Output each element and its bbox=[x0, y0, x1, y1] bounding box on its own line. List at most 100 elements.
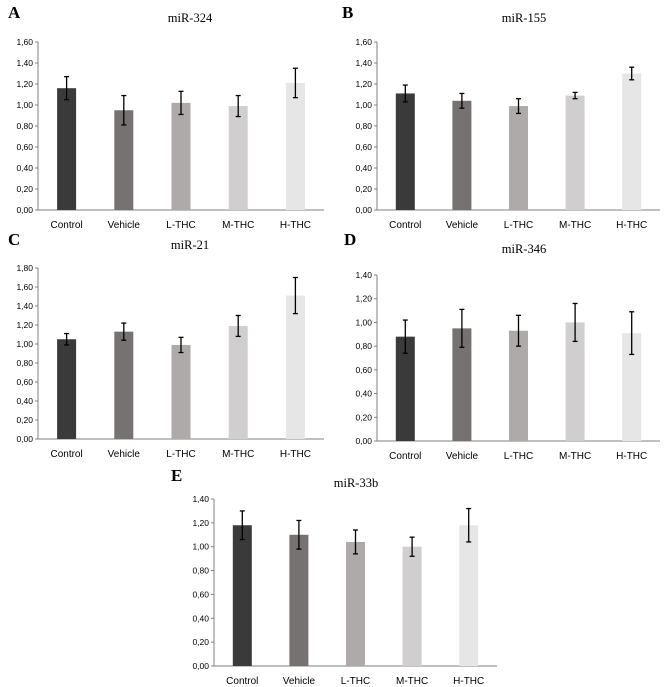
x-tick-label: Vehicle bbox=[108, 220, 141, 231]
y-tick-label: 0,40 bbox=[355, 389, 372, 399]
bar bbox=[114, 110, 134, 210]
y-tick-label: 0,00 bbox=[16, 434, 33, 444]
x-tick-label: H-THC bbox=[616, 451, 647, 462]
bar bbox=[228, 106, 248, 210]
y-tick-label: 1,40 bbox=[16, 301, 33, 311]
y-tick-label: 1,00 bbox=[355, 100, 372, 110]
x-tick-label: Vehicle bbox=[446, 451, 479, 462]
bar bbox=[285, 82, 305, 210]
panel-letter-a: A bbox=[8, 3, 21, 22]
x-tick-label: H-THC bbox=[616, 220, 647, 231]
bar bbox=[509, 106, 528, 210]
y-tick-label: 0,60 bbox=[16, 377, 33, 387]
bar bbox=[452, 100, 472, 210]
chart-title: miR-21 bbox=[171, 238, 209, 252]
y-tick-label: 0,00 bbox=[355, 436, 372, 446]
x-tick-label: Vehicle bbox=[283, 676, 316, 687]
y-tick-label: 0,60 bbox=[355, 365, 372, 375]
x-tick-label: M-THC bbox=[559, 220, 591, 231]
y-tick-label: 0,20 bbox=[192, 637, 209, 647]
x-tick-label: H-THC bbox=[453, 676, 484, 687]
x-tick-label: M-THC bbox=[559, 451, 591, 462]
y-tick-label: 1,40 bbox=[355, 270, 372, 280]
y-tick-label: 0,20 bbox=[355, 412, 372, 422]
bar bbox=[346, 541, 365, 666]
y-tick-label: 0,80 bbox=[16, 121, 33, 131]
bar bbox=[171, 344, 191, 439]
bar bbox=[228, 325, 248, 439]
y-tick-label: 1,40 bbox=[16, 58, 33, 68]
x-tick-label: Vehicle bbox=[446, 220, 479, 231]
y-tick-label: 0,20 bbox=[16, 415, 33, 425]
bar bbox=[459, 525, 479, 666]
bar bbox=[57, 339, 77, 439]
x-tick-label: L-THC bbox=[504, 451, 533, 462]
panel-letter-c: C bbox=[8, 230, 21, 249]
x-tick-label: M-THC bbox=[396, 676, 428, 687]
bar bbox=[565, 95, 585, 210]
bar bbox=[622, 73, 642, 210]
y-tick-label: 0,20 bbox=[16, 184, 33, 194]
y-tick-label: 1,20 bbox=[355, 79, 372, 89]
bar bbox=[57, 88, 77, 210]
bar bbox=[171, 102, 191, 210]
y-tick-label: 0,00 bbox=[355, 205, 372, 215]
y-tick-label: 1,20 bbox=[192, 518, 209, 528]
bar bbox=[395, 336, 415, 441]
y-tick-label: 0,00 bbox=[192, 661, 209, 671]
y-tick-label: 0,80 bbox=[355, 121, 372, 131]
y-tick-label: 1,00 bbox=[192, 542, 209, 552]
x-tick-label: L-THC bbox=[341, 676, 370, 687]
y-tick-label: 0,80 bbox=[16, 358, 33, 368]
y-tick-label: 1,40 bbox=[192, 494, 209, 504]
panel-letter-e: E bbox=[171, 466, 183, 485]
panel-letter-d: D bbox=[344, 230, 357, 249]
y-tick-label: 0,60 bbox=[16, 142, 33, 152]
bar bbox=[114, 331, 134, 439]
y-tick-label: 0,60 bbox=[192, 589, 209, 599]
y-tick-label: 0,40 bbox=[355, 163, 372, 173]
bar bbox=[232, 525, 252, 666]
x-tick-label: L-THC bbox=[166, 220, 195, 231]
x-tick-label: H-THC bbox=[280, 220, 311, 231]
y-tick-label: 1,60 bbox=[355, 37, 372, 47]
x-tick-label: M-THC bbox=[222, 220, 254, 231]
y-tick-label: 1,00 bbox=[16, 339, 33, 349]
panel-letter-b: B bbox=[342, 3, 354, 22]
x-tick-label: Control bbox=[50, 220, 82, 231]
bar bbox=[452, 328, 472, 441]
chart-title: miR-155 bbox=[502, 11, 546, 25]
y-tick-label: 1,60 bbox=[16, 37, 33, 47]
y-tick-label: 0,40 bbox=[16, 163, 33, 173]
chart-title: miR-324 bbox=[168, 11, 213, 25]
y-tick-label: 1,20 bbox=[16, 320, 33, 330]
bar bbox=[622, 333, 642, 441]
y-tick-label: 0,80 bbox=[192, 566, 209, 576]
chart-title: miR-346 bbox=[502, 242, 546, 256]
bar bbox=[395, 93, 415, 210]
y-tick-label: 0,00 bbox=[16, 205, 33, 215]
y-tick-label: 1,20 bbox=[355, 294, 372, 304]
bar bbox=[289, 534, 309, 666]
y-tick-label: 0,40 bbox=[16, 396, 33, 406]
x-tick-label: H-THC bbox=[280, 449, 311, 460]
y-tick-label: 1,60 bbox=[16, 282, 33, 292]
x-tick-label: L-THC bbox=[166, 449, 195, 460]
x-tick-label: Control bbox=[50, 449, 82, 460]
x-tick-label: Control bbox=[226, 676, 258, 687]
y-tick-label: 0,20 bbox=[355, 184, 372, 194]
y-tick-label: 1,00 bbox=[16, 100, 33, 110]
x-tick-label: Vehicle bbox=[108, 449, 141, 460]
x-tick-label: L-THC bbox=[504, 220, 533, 231]
y-tick-label: 1,80 bbox=[16, 263, 33, 273]
bar bbox=[285, 295, 305, 439]
bar bbox=[402, 546, 422, 666]
y-tick-label: 0,80 bbox=[355, 341, 372, 351]
x-tick-label: Control bbox=[389, 451, 421, 462]
chart-title: miR-33b bbox=[334, 476, 378, 490]
x-tick-label: M-THC bbox=[222, 449, 254, 460]
y-tick-label: 0,60 bbox=[355, 142, 372, 152]
bar bbox=[509, 330, 528, 441]
y-tick-label: 1,00 bbox=[355, 317, 372, 327]
